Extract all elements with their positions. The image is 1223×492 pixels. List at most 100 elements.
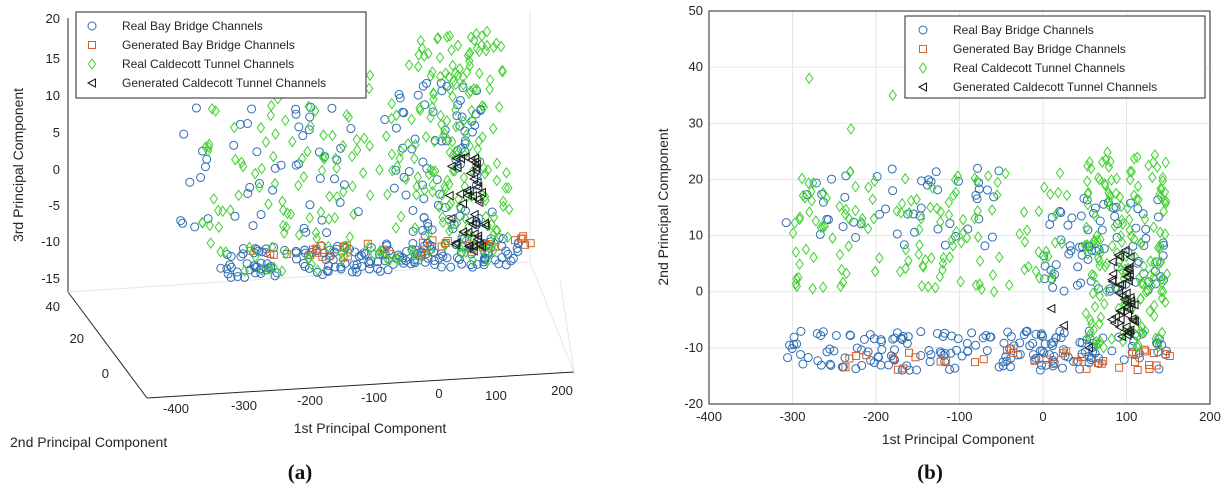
chart-a-point-real-caldecott-tunnel-channels <box>429 93 438 106</box>
chart-a-point-real-bay-bridge-channels <box>270 271 280 281</box>
chart-b-point-real-caldecott-tunnel-channels <box>892 205 902 217</box>
chart-b-point-real-caldecott-tunnel-channels <box>1157 183 1166 196</box>
chart-a-point-generated-bay-bridge-channels <box>318 252 327 261</box>
chart-b-point-real-caldecott-tunnel-channels <box>1048 267 1057 280</box>
chart-b-point-real-bay-bridge-channels <box>963 224 973 234</box>
chart-b-point-real-bay-bridge-channels <box>1035 346 1045 356</box>
chart-b-point-real-caldecott-tunnel-channels <box>1095 290 1105 302</box>
chart-b-point-real-caldecott-tunnel-channels <box>870 175 879 188</box>
chart-a-ylabel: 2nd Principal Component <box>10 434 167 450</box>
chart-b-point-real-bay-bridge-channels <box>881 204 891 214</box>
chart-b-point-real-caldecott-tunnel-channels <box>1153 241 1163 254</box>
chart-b-point-real-bay-bridge-channels <box>825 344 835 354</box>
chart-b-point-generated-bay-bridge-channels <box>1099 357 1108 366</box>
chart-b-point-real-caldecott-tunnel-channels <box>1093 234 1102 247</box>
chart-b-point-real-bay-bridge-channels <box>1090 203 1100 213</box>
chart-b-point-real-caldecott-tunnel-channels <box>851 204 860 217</box>
chart-a-point-real-caldecott-tunnel-channels <box>477 100 487 112</box>
chart-a-point-real-bay-bridge-channels <box>419 213 429 223</box>
chart-a-point-real-bay-bridge-channels <box>235 119 245 129</box>
chart-a-point-real-bay-bridge-channels <box>190 222 200 232</box>
chart-b-point-real-caldecott-tunnel-channels <box>1031 265 1041 278</box>
chart-a-point-real-caldecott-tunnel-channels <box>256 121 266 134</box>
chart-b-point-real-bay-bridge-channels <box>945 219 955 229</box>
chart-b-point-real-caldecott-tunnel-channels <box>1098 156 1107 168</box>
chart-a-x-tick: 100 <box>485 388 507 403</box>
chart-b-point-real-caldecott-tunnel-channels <box>1040 181 1049 194</box>
chart-a-point-real-caldecott-tunnel-channels <box>221 246 231 258</box>
chart-b-point-generated-bay-bridge-channels <box>979 355 988 364</box>
chart-b-point-real-bay-bridge-channels <box>876 335 886 345</box>
chart-a-point-real-caldecott-tunnel-channels <box>463 49 473 62</box>
chart-a-point-real-caldecott-tunnel-channels <box>428 165 438 178</box>
chart-b-point-real-bay-bridge-channels <box>1152 257 1162 267</box>
chart-a-point-real-bay-bridge-channels <box>448 224 458 234</box>
chart-a-legend-label: Generated Caldecott Tunnel Channels <box>122 76 326 90</box>
chart-a-box-edge <box>529 261 575 373</box>
chart-a-point-generated-caldecott-tunnel-channels <box>467 219 477 230</box>
chart-b-point-generated-bay-bridge-channels <box>1140 345 1149 354</box>
chart-b-point-real-caldecott-tunnel-channels <box>901 172 910 185</box>
chart-a-point-real-caldecott-tunnel-channels <box>407 244 416 257</box>
chart-b-point-generated-caldecott-tunnel-channels <box>1115 251 1125 262</box>
chart-b-point-real-caldecott-tunnel-channels <box>857 216 867 229</box>
chart-a-point-real-caldecott-tunnel-channels <box>489 41 498 53</box>
chart-b-point-real-bay-bridge-channels <box>1028 338 1038 348</box>
chart-b-point-real-caldecott-tunnel-channels <box>1133 180 1143 193</box>
chart-b-point-real-bay-bridge-channels <box>1055 206 1065 216</box>
chart-b-point-real-caldecott-tunnel-channels <box>1161 156 1170 169</box>
chart-a-point-real-bay-bridge-channels <box>430 259 440 269</box>
chart-b-point-real-caldecott-tunnel-channels <box>1155 226 1165 239</box>
chart-b-point-real-bay-bridge-channels <box>909 209 919 219</box>
chart-a-point-real-caldecott-tunnel-channels <box>428 186 437 198</box>
chart-a-point-real-caldecott-tunnel-channels <box>238 160 248 173</box>
chart-a-point-real-bay-bridge-channels <box>298 258 308 268</box>
chart-a-point-real-caldecott-tunnel-channels <box>467 190 476 203</box>
chart-a-point-real-bay-bridge-channels <box>315 173 325 183</box>
chart-b-point-real-caldecott-tunnel-channels <box>1155 239 1165 251</box>
chart-a-point-real-caldecott-tunnel-channels <box>479 162 488 174</box>
chart-a-point-real-caldecott-tunnel-channels <box>197 216 207 229</box>
chart-a-point-real-caldecott-tunnel-channels <box>410 152 419 165</box>
chart-b-point-real-bay-bridge-channels <box>1028 350 1038 360</box>
chart-b-point-real-caldecott-tunnel-channels <box>1057 237 1067 250</box>
chart-b-point-generated-caldecott-tunnel-channels <box>1108 269 1118 279</box>
chart-a-point-real-caldecott-tunnel-channels <box>324 240 333 253</box>
chart-b-point-real-caldecott-tunnel-channels <box>921 254 930 266</box>
chart-a-point-real-caldecott-tunnel-channels <box>462 128 471 141</box>
chart-a-point-real-caldecott-tunnel-channels <box>310 104 320 117</box>
chart-a-point-generated-bay-bridge-channels <box>519 232 528 241</box>
chart-b-point-real-bay-bridge-channels <box>935 347 945 357</box>
chart-a-point-real-caldecott-tunnel-channels <box>270 177 280 190</box>
chart-b-point-real-bay-bridge-channels <box>884 360 894 370</box>
chart-b-point-real-caldecott-tunnel-channels <box>1156 285 1166 298</box>
chart-b-point-real-caldecott-tunnel-channels <box>1105 189 1114 201</box>
chart-a-point-real-bay-bridge-channels <box>242 119 252 129</box>
chart-b-point-real-bay-bridge-channels <box>982 185 992 195</box>
chart-b-point-real-bay-bridge-channels <box>1047 212 1057 222</box>
chart-b-point-real-caldecott-tunnel-channels <box>1015 228 1024 240</box>
chart-a-point-real-caldecott-tunnel-channels <box>428 178 437 191</box>
chart-b-point-real-caldecott-tunnel-channels <box>818 220 828 233</box>
chart-b-point-real-caldecott-tunnel-channels <box>1100 178 1110 190</box>
chart-b-point-real-bay-bridge-channels <box>916 351 926 361</box>
chart-a-point-generated-caldecott-tunnel-channels <box>480 220 490 231</box>
chart-b-point-real-caldecott-tunnel-channels <box>838 276 848 289</box>
chart-b-point-real-caldecott-tunnel-channels <box>1095 259 1105 272</box>
chart-b-point-real-bay-bridge-channels <box>1041 360 1051 370</box>
chart-a-point-generated-caldecott-tunnel-channels <box>469 174 479 184</box>
chart-b-point-real-caldecott-tunnel-channels <box>1140 213 1150 226</box>
chart-a-legend-marker-generated-bay-bridge-channels <box>88 41 96 49</box>
chart-a-point-generated-bay-bridge-channels <box>520 240 529 249</box>
chart-b-point-real-bay-bridge-channels <box>1065 241 1075 251</box>
chart-b-point-real-caldecott-tunnel-channels <box>1020 235 1030 248</box>
chart-a-point-real-caldecott-tunnel-channels <box>443 174 452 187</box>
chart-b-point-real-bay-bridge-channels <box>998 361 1008 371</box>
chart-a-point-real-caldecott-tunnel-channels <box>391 222 401 234</box>
chart-b-point-real-caldecott-tunnel-channels <box>842 267 851 280</box>
chart-b-point-real-caldecott-tunnel-channels <box>950 173 960 186</box>
chart-b-point-real-bay-bridge-channels <box>829 346 839 356</box>
chart-b-point-real-caldecott-tunnel-channels <box>1096 335 1105 348</box>
chart-b-point-generated-caldecott-tunnel-channels <box>1126 296 1136 306</box>
chart-a-point-real-caldecott-tunnel-channels <box>491 234 500 247</box>
